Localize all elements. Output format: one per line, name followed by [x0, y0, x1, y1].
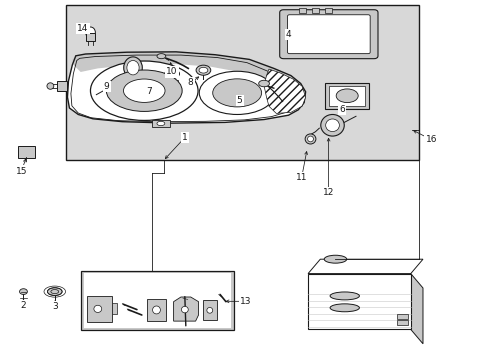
FancyBboxPatch shape: [328, 86, 365, 106]
FancyBboxPatch shape: [57, 81, 67, 91]
Ellipse shape: [325, 119, 339, 132]
Text: 6: 6: [339, 105, 345, 114]
Text: 4: 4: [285, 30, 291, 39]
Ellipse shape: [152, 306, 160, 314]
Bar: [83, 273, 230, 328]
Bar: [166, 80, 178, 83]
Ellipse shape: [106, 70, 182, 112]
Bar: [396, 314, 407, 319]
Ellipse shape: [329, 292, 359, 300]
Ellipse shape: [329, 304, 359, 312]
Ellipse shape: [324, 255, 346, 263]
Ellipse shape: [47, 83, 54, 89]
Ellipse shape: [212, 79, 261, 107]
Ellipse shape: [199, 71, 274, 114]
Text: 14: 14: [77, 24, 89, 33]
Ellipse shape: [196, 65, 210, 75]
Polygon shape: [264, 69, 305, 113]
Text: 7: 7: [146, 87, 152, 96]
Text: 2: 2: [20, 301, 26, 310]
Ellipse shape: [206, 307, 212, 313]
Text: 9: 9: [103, 82, 109, 91]
Bar: [85, 33, 95, 41]
FancyBboxPatch shape: [287, 15, 369, 54]
Ellipse shape: [258, 80, 269, 87]
Ellipse shape: [305, 134, 315, 144]
Ellipse shape: [123, 79, 164, 102]
Text: 3: 3: [52, 302, 58, 311]
Ellipse shape: [85, 27, 95, 38]
Polygon shape: [307, 259, 422, 274]
Ellipse shape: [157, 121, 164, 126]
Ellipse shape: [167, 71, 176, 77]
Text: 10: 10: [166, 68, 178, 77]
Text: 11: 11: [295, 173, 307, 181]
Bar: [66, 5, 418, 160]
Ellipse shape: [320, 114, 344, 136]
Ellipse shape: [181, 306, 188, 313]
Polygon shape: [410, 274, 422, 344]
Bar: [146, 299, 166, 321]
Ellipse shape: [123, 57, 142, 78]
Bar: [203, 300, 216, 320]
Ellipse shape: [336, 89, 357, 103]
Bar: [325, 8, 331, 13]
Polygon shape: [67, 52, 305, 123]
Text: 1: 1: [182, 133, 187, 142]
FancyBboxPatch shape: [325, 83, 368, 109]
Bar: [81, 271, 233, 330]
Text: 12: 12: [322, 188, 334, 197]
Ellipse shape: [199, 67, 207, 73]
Bar: [311, 8, 318, 13]
Ellipse shape: [307, 136, 313, 142]
Bar: [87, 296, 112, 322]
Ellipse shape: [164, 69, 179, 78]
Text: 8: 8: [187, 78, 193, 87]
Text: 5: 5: [236, 96, 242, 105]
Ellipse shape: [47, 288, 62, 296]
Ellipse shape: [20, 289, 27, 294]
Ellipse shape: [90, 61, 198, 120]
FancyBboxPatch shape: [18, 146, 35, 158]
Text: 16: 16: [425, 135, 436, 144]
Ellipse shape: [157, 54, 165, 59]
Ellipse shape: [127, 60, 139, 75]
Text: 15: 15: [16, 166, 27, 175]
Bar: [151, 120, 170, 127]
FancyBboxPatch shape: [279, 10, 377, 59]
Polygon shape: [72, 52, 305, 92]
Ellipse shape: [94, 305, 102, 312]
Bar: [396, 320, 407, 325]
Polygon shape: [173, 297, 198, 321]
Bar: [307, 274, 410, 329]
Text: 13: 13: [239, 297, 251, 306]
Bar: [112, 303, 117, 314]
Bar: [298, 8, 305, 13]
